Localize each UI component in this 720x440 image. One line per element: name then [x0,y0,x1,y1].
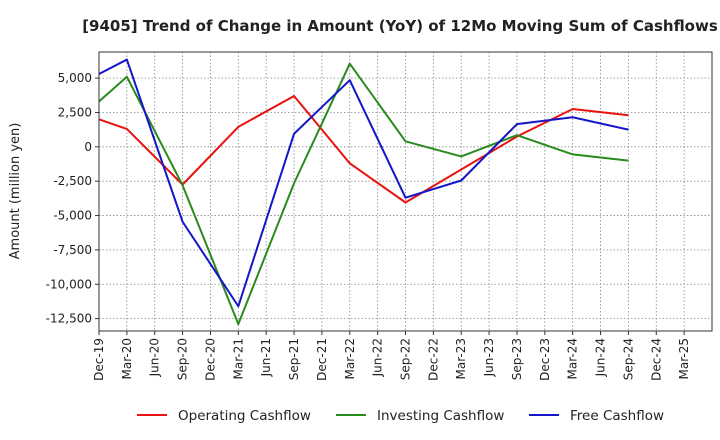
legend-label: Free Cashflow [570,408,664,424]
legend: Operating Cashflow Investing Cashflow Free… [137,408,664,424]
legend-label: Operating Cashflow [178,408,311,424]
x-tick-label: Jun-22 [371,338,385,377]
legend-item-operating-cashflow: Operating Cashflow [137,408,311,424]
x-axis-ticks: Dec-19 Mar-20 Jun-20 Sep-20 Dec-20 Mar-21 Jun-… [92,331,691,381]
x-tick-label: Dec-20 [203,338,217,381]
y-tick-label: 5,000 [58,71,92,85]
legend-item-investing-cashflow: Investing Cashflow [336,408,504,424]
y-tick-label: -12,500 [46,312,92,326]
x-tick-label: Dec-19 [92,338,106,381]
x-tick-label: Jun-20 [148,338,162,377]
legend-item-free-cashflow: Free Cashflow [529,408,664,424]
x-tick-label: Dec-23 [538,338,552,381]
y-tick-label: -2,500 [53,174,92,188]
y-tick-label: -10,000 [46,277,92,291]
x-tick-label: Mar-24 [566,338,580,379]
chart-title: [9405] Trend of Change in Amount (YoY) o… [82,17,718,35]
legend-label: Investing Cashflow [377,408,504,424]
x-tick-label: Mar-22 [343,338,357,379]
y-axis-ticks: 5,000 2,500 0 -2,500 -5,000 -7,500 -10,000 -12,… [46,71,99,326]
x-tick-label: Mar-21 [231,338,245,379]
x-tick-label: Sep-20 [176,338,190,380]
x-tick-label: Sep-24 [621,338,635,380]
x-tick-label: Dec-24 [649,338,663,381]
y-tick-label: -5,000 [53,209,92,223]
x-tick-label: Sep-22 [399,338,413,380]
x-tick-label: Dec-21 [315,338,329,381]
x-tick-label: Jun-23 [482,338,496,377]
x-tick-label: Jun-21 [259,338,273,377]
grid [99,52,712,331]
x-tick-label: Dec-22 [426,338,440,381]
x-tick-label: Mar-23 [454,338,468,379]
free-cashflow-line [98,58,629,308]
y-tick-label: 0 [84,140,92,154]
y-tick-label: -7,500 [53,243,92,257]
x-tick-label: Sep-23 [510,338,524,380]
x-tick-label: Sep-21 [287,338,301,380]
x-tick-label: Mar-25 [677,338,691,379]
investing-cashflow-line [98,62,629,326]
x-tick-label: Mar-20 [120,338,134,379]
plot-area-frame [98,51,713,332]
series-lines [98,58,629,326]
y-axis-label: Amount (million yen) [8,123,23,260]
x-tick-label: Jun-24 [594,338,608,377]
y-tick-label: 2,500 [58,105,92,119]
operating-cashflow-line [98,94,629,204]
